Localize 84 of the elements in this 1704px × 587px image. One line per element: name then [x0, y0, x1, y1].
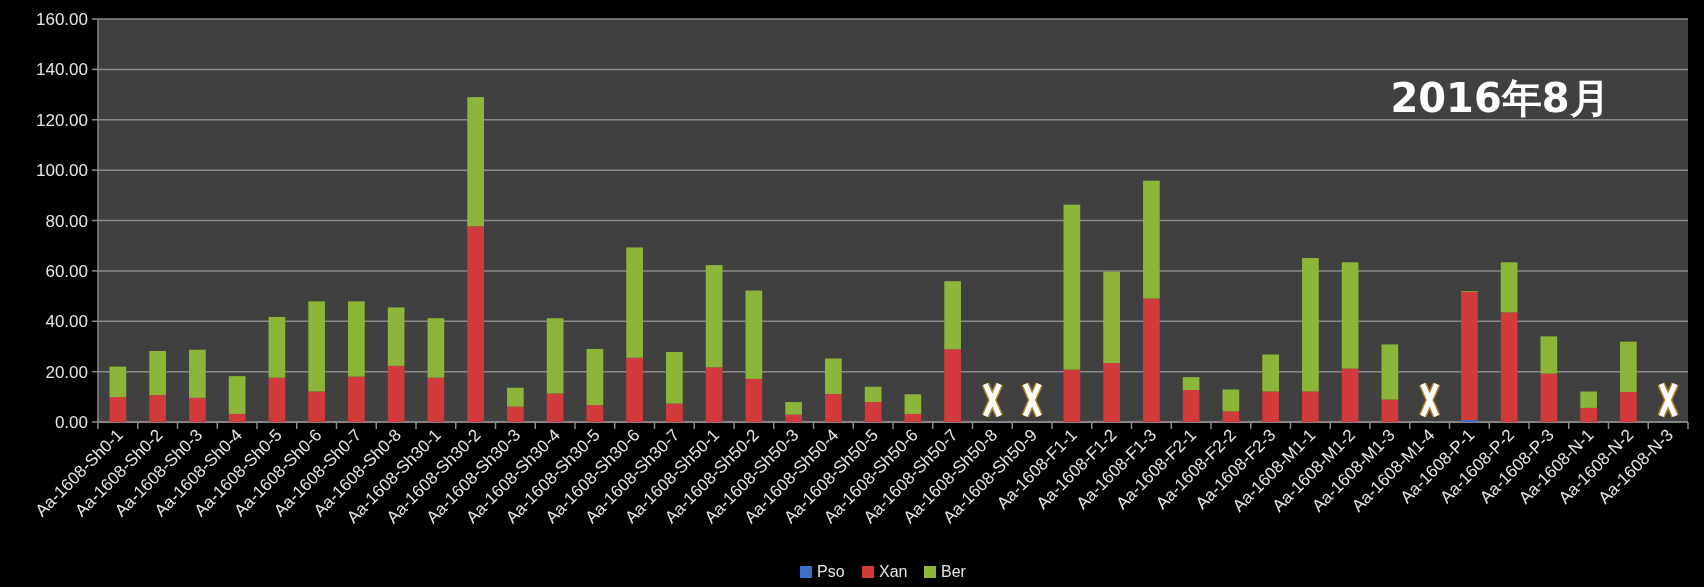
- bar: [864, 386, 882, 403]
- bar: [1143, 298, 1160, 422]
- bar: [745, 378, 763, 422]
- bar: [507, 406, 524, 422]
- legend-label: Pso: [817, 563, 845, 580]
- bar: [1500, 262, 1518, 313]
- bar: [825, 394, 842, 422]
- bar: [149, 395, 166, 422]
- bar: [109, 366, 127, 398]
- bar: [904, 413, 922, 422]
- y-tick-label: 120.00: [36, 110, 88, 130]
- y-tick-label: 100.00: [36, 161, 88, 181]
- bar: [745, 290, 763, 379]
- bar: [1143, 180, 1160, 299]
- y-tick-label: 40.00: [45, 312, 88, 332]
- bar: [1461, 291, 1478, 420]
- bar: [666, 403, 683, 422]
- y-tick-label: 140.00: [36, 60, 88, 80]
- bar: [1381, 399, 1399, 422]
- y-tick-label: 0.00: [54, 413, 88, 432]
- bar: [189, 349, 206, 398]
- legend-label: Ber: [941, 563, 967, 580]
- bar: [705, 265, 723, 368]
- bar: [586, 405, 604, 422]
- y-tick-label: 80.00: [45, 211, 88, 231]
- bar: [228, 413, 246, 422]
- bar: [1182, 377, 1200, 391]
- bar: [228, 376, 246, 414]
- bar: [1103, 363, 1120, 422]
- bar: [427, 318, 445, 378]
- bar: [1381, 344, 1399, 400]
- bar: [626, 247, 643, 358]
- bar: [666, 351, 683, 404]
- bar: [1063, 204, 1081, 370]
- bar: [1063, 369, 1081, 422]
- bar: [825, 358, 842, 395]
- y-tick-label: 160.00: [36, 10, 88, 29]
- bar: [1262, 391, 1279, 422]
- bar: [1222, 389, 1240, 412]
- bar: [1103, 271, 1120, 364]
- bar: [785, 402, 802, 415]
- bar: [1620, 341, 1637, 393]
- bar: [1580, 391, 1597, 408]
- bar: [1302, 258, 1319, 392]
- bar: [586, 348, 604, 406]
- bar: [546, 318, 564, 394]
- bar: [348, 301, 365, 377]
- bar: [864, 402, 882, 422]
- text: 2016年8月: [1390, 75, 1610, 121]
- y-tick-label: 20.00: [45, 362, 88, 382]
- bar: [467, 97, 484, 227]
- bar: [944, 349, 961, 422]
- bar: [467, 226, 484, 422]
- bar: [1182, 390, 1200, 422]
- bar: [308, 391, 325, 422]
- bar: [149, 350, 166, 396]
- bar: [189, 397, 206, 422]
- bar: [546, 393, 564, 422]
- bar: [1500, 312, 1518, 422]
- bar: [1540, 373, 1558, 422]
- bar: [268, 377, 286, 422]
- bar: [387, 307, 405, 366]
- bar: [1341, 368, 1359, 422]
- bar: [427, 377, 445, 422]
- bar: [109, 397, 127, 422]
- y-tick-label: 60.00: [45, 261, 88, 281]
- bar: [507, 387, 524, 407]
- bar: [1580, 407, 1597, 422]
- bar: [1540, 336, 1558, 374]
- bar: [626, 357, 643, 422]
- bar: [944, 281, 961, 350]
- bar: [785, 414, 802, 422]
- bar: [705, 367, 723, 422]
- bar: [1620, 392, 1637, 422]
- legend-label: Xan: [879, 563, 908, 580]
- bar: [348, 376, 365, 422]
- bar: [1302, 391, 1319, 422]
- bar: [387, 365, 405, 422]
- bar: [1222, 411, 1240, 422]
- bar: [1262, 354, 1279, 392]
- bar: [1341, 262, 1359, 369]
- bar: [308, 301, 325, 392]
- bar: [904, 394, 922, 414]
- bar: [268, 316, 286, 378]
